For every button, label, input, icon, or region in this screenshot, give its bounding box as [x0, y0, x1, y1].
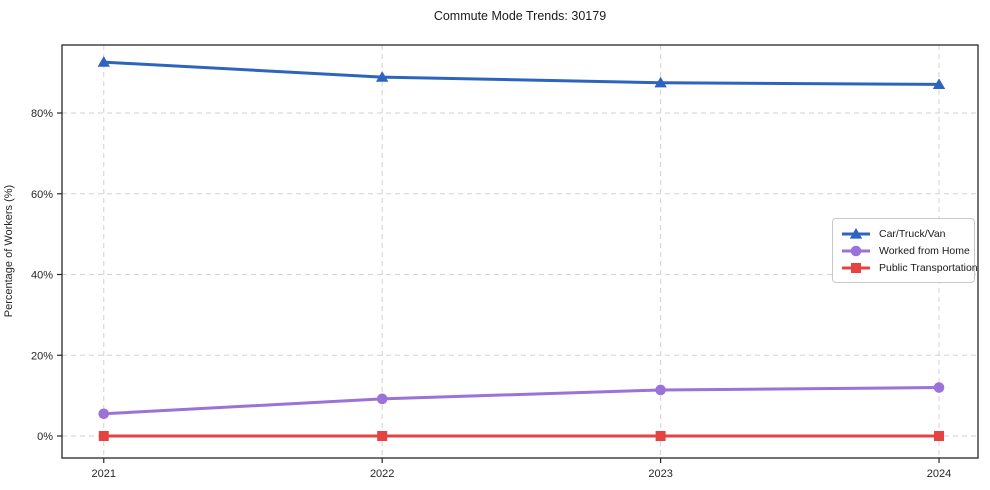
data-point-marker [655, 430, 666, 441]
series-line [102, 60, 941, 86]
legend-marker-glyph [850, 245, 862, 256]
legend-item: Public Transportation [841, 259, 978, 276]
data-point-marker [98, 430, 109, 441]
triangle-marker-icon [842, 227, 870, 239]
x-tick-label: 2024 [927, 468, 951, 480]
data-point-marker [932, 78, 946, 89]
chart-title: Commute Mode Trends: 30179 [433, 9, 607, 23]
x-tick-label: 2023 [648, 468, 672, 480]
x-tick-label: 2021 [92, 468, 116, 480]
data-point-marker [654, 76, 667, 88]
y-tick-label: 80% [31, 108, 53, 120]
y-tick-label: 0% [37, 431, 53, 443]
square-marker-icon [842, 262, 870, 273]
circle-marker-icon [842, 245, 870, 256]
data-point-marker [376, 393, 388, 405]
legend-item: Worked from Home [841, 242, 970, 259]
data-point-marker [375, 71, 389, 82]
legend-item-label: Public Transportation [879, 261, 978, 274]
y-tick-label: 60% [31, 189, 53, 201]
data-point-marker [933, 382, 945, 393]
legend-item-label: Car/Truck/Van [879, 227, 946, 240]
series-line [102, 386, 941, 416]
data-point-marker [934, 430, 945, 441]
plot-frame [61, 44, 979, 459]
legend-item: Car/Truck/Van [841, 225, 966, 242]
data-point-marker [377, 430, 388, 441]
y-tick-label: 40% [31, 270, 53, 282]
data-point-marker [97, 56, 110, 67]
legend-marker-glyph [849, 227, 863, 239]
legend-item-label: Worked from Home [879, 244, 970, 257]
data-point-marker [98, 408, 110, 420]
data-point-marker [655, 384, 666, 396]
legend-marker-glyph [851, 262, 861, 273]
x-tick-label: 2022 [370, 468, 394, 480]
y-tick-label: 20% [31, 350, 53, 362]
legend: Car/Truck/Van Worked from Home Public Tran… [832, 218, 978, 283]
